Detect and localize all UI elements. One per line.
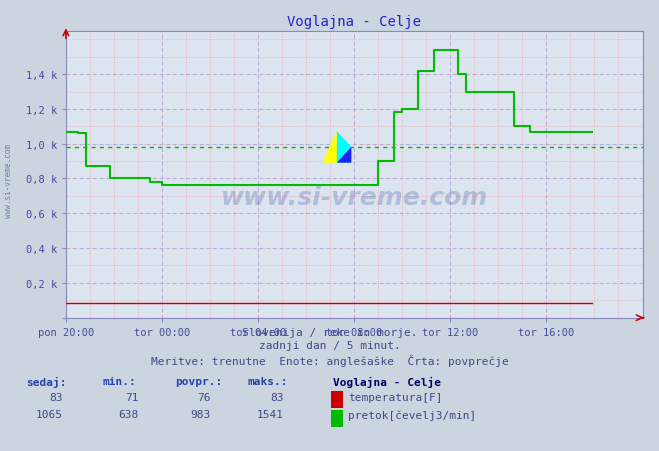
Text: 83: 83	[49, 392, 63, 402]
Polygon shape	[337, 132, 351, 163]
Text: 638: 638	[118, 410, 138, 419]
Text: 1541: 1541	[256, 410, 283, 419]
Text: 983: 983	[190, 410, 211, 419]
Text: sedaj:: sedaj:	[26, 377, 67, 387]
Text: Slovenija / reke in morje.: Slovenija / reke in morje.	[242, 327, 417, 337]
Text: 1065: 1065	[36, 410, 63, 419]
Text: maks.:: maks.:	[247, 377, 287, 387]
Text: 83: 83	[270, 392, 283, 402]
Text: www.si-vreme.com: www.si-vreme.com	[4, 143, 13, 217]
Text: pretok[čevelj3/min]: pretok[čevelj3/min]	[348, 410, 476, 420]
Text: Voglajna - Celje: Voglajna - Celje	[333, 377, 441, 387]
Text: temperatura[F]: temperatura[F]	[348, 392, 442, 402]
Polygon shape	[322, 132, 337, 163]
Text: min.:: min.:	[102, 377, 136, 387]
Text: 71: 71	[125, 392, 138, 402]
Text: Meritve: trenutne  Enote: anglešaške  Črta: povprečje: Meritve: trenutne Enote: anglešaške Črta…	[151, 354, 508, 366]
Text: www.si-vreme.com: www.si-vreme.com	[221, 186, 488, 210]
Text: povpr.:: povpr.:	[175, 377, 222, 387]
Title: Voglajna - Celje: Voglajna - Celje	[287, 15, 421, 29]
Polygon shape	[337, 147, 351, 163]
Text: zadnji dan / 5 minut.: zadnji dan / 5 minut.	[258, 341, 401, 350]
Text: 76: 76	[198, 392, 211, 402]
